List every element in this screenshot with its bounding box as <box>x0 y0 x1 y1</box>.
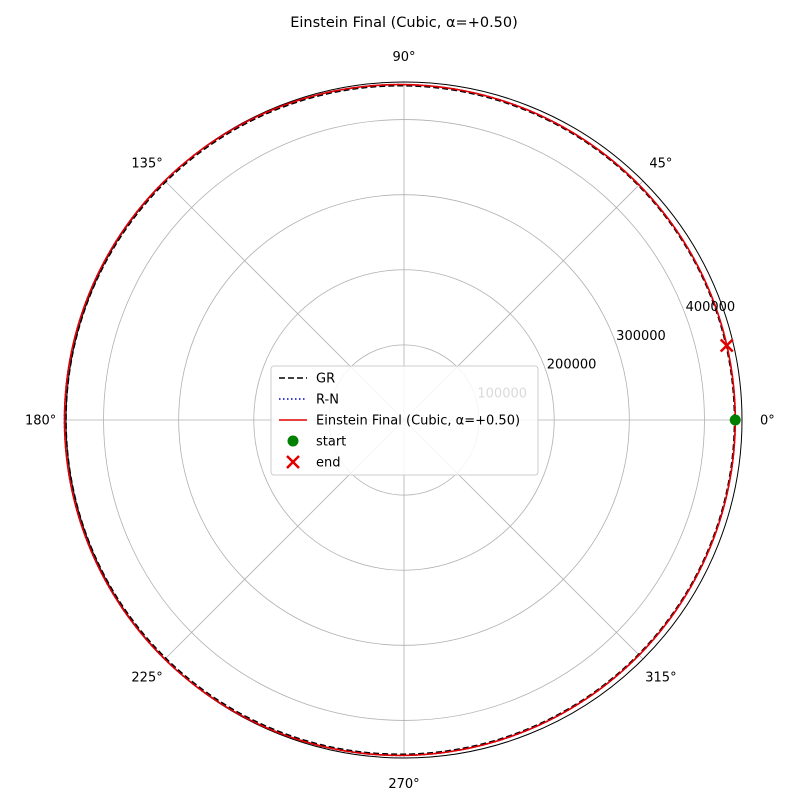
radial-tick-label-400000: 400000 <box>686 300 736 315</box>
legend-label-2: Einstein Final (Cubic, α=+0.50) <box>316 414 520 429</box>
legend-swatch-end <box>286 455 300 469</box>
marker-end-stroke <box>719 338 734 353</box>
angular-tick-label-0: 0° <box>760 414 775 429</box>
legend-label-3: start <box>316 435 346 450</box>
radial-tick-label-300000: 300000 <box>616 329 666 344</box>
series-line-2 <box>63 83 737 757</box>
marker-end <box>719 338 734 353</box>
radial-tick-label-200000: 200000 <box>547 358 597 373</box>
chart-title: Einstein Final (Cubic, α=+0.50) <box>290 15 518 31</box>
polar-frame <box>65 81 743 759</box>
legend-label-4: end <box>316 456 341 471</box>
angular-tick-label-180: 180° <box>25 414 56 429</box>
angular-tick-label-90: 90° <box>392 50 415 65</box>
legend: GR R-N Einstein Final (Cubic, α=+0.50) star… <box>270 365 539 476</box>
angular-tick-label-225: 225° <box>131 670 162 685</box>
angular-tick-label-45: 45° <box>649 157 672 172</box>
marker-layer <box>719 338 741 426</box>
legend-label-1: R-N <box>316 393 339 408</box>
angular-tick-label-135: 135° <box>131 157 162 172</box>
series-layer <box>63 83 737 757</box>
series-line-0 <box>65 84 736 756</box>
legend-box <box>270 365 539 476</box>
angular-tick-label-270: 270° <box>388 777 419 792</box>
marker-start <box>729 414 741 426</box>
legend-swatch-start <box>287 435 299 447</box>
legend-label-0: GR <box>316 372 335 387</box>
angular-tick-label-315: 315° <box>645 670 676 685</box>
